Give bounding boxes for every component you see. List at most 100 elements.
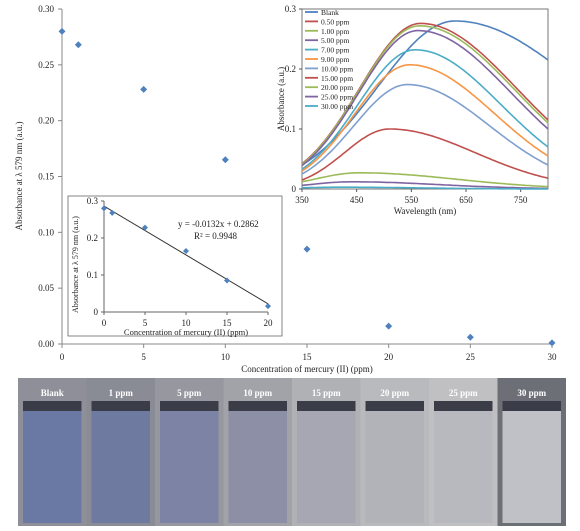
calibration-x-axis-label: Concentration of mercury (II) (ppm) [124,327,248,337]
vial-label: 1 ppm [109,388,134,398]
main-data-point [385,322,393,330]
vial: Blank [18,378,87,526]
vial: 10 ppm [223,378,292,526]
main-x-tick-label: 15 [303,352,313,362]
vial-label: Blank [41,388,64,398]
vial-solution [23,411,82,523]
vial-solution [297,411,356,523]
vial-cap [434,401,493,411]
vial-solution [434,411,493,523]
main-x-tick-label: 25 [466,352,476,362]
vial-solution [502,411,561,523]
calibration-r-squared: R² = 0.9948 [194,231,238,241]
vial-cap [502,401,561,411]
calibration-data-point [224,277,230,284]
spectrum-line [301,172,549,188]
calibration-equation: y = -0.0132x + 0.2862 [178,219,259,229]
spectrum-line [301,83,549,175]
vial: 25 ppm [429,378,498,526]
spectra-y-tick-label: 0 [292,184,297,194]
vial-cap [228,401,287,411]
vial-photo-strip: Blank 1 ppm 5 ppm 10 ppm 15 ppm 20 ppm 25 ppm 3… [18,378,566,526]
main-data-point [466,333,474,341]
calibration-data-point [109,209,116,216]
calibration-x-tick-label: 10 [182,318,192,328]
legend-entry: 10.00 ppm [321,64,353,73]
spectra-x-tick-label: 750 [514,195,528,205]
spectra-x-tick-label: 350 [295,195,309,205]
calibration-data-point [265,303,271,310]
legend-entry: 15.00 ppm [321,74,353,83]
calibration-y-tick-label: 0.1 [87,270,98,280]
vial: 30 ppm [497,378,566,526]
main-x-axis-label: Concentration of mercury (II) (ppm) [241,364,372,374]
main-x-tick-label: 5 [141,352,146,362]
spectra-y-tick-label: 0.2 [285,64,296,74]
main-x-tick-label: 10 [221,352,231,362]
main-y-tick-label: 0.15 [38,172,54,182]
legend-entry: Blank [321,8,339,17]
spectrum-line [301,181,548,190]
calibration-data-point [142,224,148,231]
vial-solution [228,411,287,523]
calibration-inset-chart: 0 0.1 0.2 0.3 0 5 10 15 20 Concentration of mercu… [67,195,283,337]
calibration-x-tick-label: 15 [223,318,233,328]
vial-cap [23,401,82,411]
main-data-point [548,339,556,347]
spectrum-line [301,128,549,181]
main-data-point [303,245,311,253]
spectrum-line [301,49,549,170]
spectra-x-axis-label: Wavelength (nm) [394,206,457,216]
vial-solution [365,411,424,523]
spectra-y-tick-label: 0.1 [285,124,296,134]
vial-cap [160,401,219,411]
calibration-x-tick-label: 5 [143,318,148,328]
calibration-data-point [183,247,189,254]
vial: 15 ppm [292,378,361,526]
main-data-point [74,41,82,49]
main-scatter-chart: 0.000.050.100.150.200.250.300 5 10 15 20 25 30… [14,4,557,374]
legend-entry: 1.00 ppm [321,27,350,36]
legend-entry: 7.00 ppm [321,46,350,55]
main-x-tick-label: 30 [548,352,558,362]
spectrum-line [301,64,549,172]
vial-label: 20 ppm [380,388,409,398]
spectra-y-axis-label: Absorbance (a.u.) [276,67,286,131]
main-y-axis-label: Absorbance at λ 579 nm (a.u.) [14,121,24,230]
main-y-tick-label: 0.00 [38,339,54,349]
main-y-tick-label: 0.20 [38,116,54,126]
vial-solution [91,411,150,523]
calibration-frame [67,195,283,337]
calibration-x-tick-label: 20 [264,318,274,328]
legend-entry: 30.00 ppm [321,102,353,111]
vial-cap [365,401,424,411]
main-y-tick-label: 0.30 [38,4,54,14]
spectra-x-tick-label: 550 [405,195,419,205]
spectra-y-tick-label: 0.3 [285,4,297,14]
vial-cap [91,401,150,411]
vial-cap [297,401,356,411]
main-y-tick-label: 0.05 [38,283,54,293]
calibration-y-tick-label: 0.3 [87,196,99,206]
vial: 20 ppm [360,378,429,526]
vial: 5 ppm [155,378,224,526]
spectra-plot-area [301,8,549,190]
vial-label: 10 ppm [243,388,272,398]
vial-label: 15 ppm [312,388,341,398]
calibration-data-point [101,205,107,212]
main-data-point [58,27,66,35]
calibration-y-tick-label: 0 [94,307,99,317]
main-y-tick-label: 0.25 [38,60,54,70]
calibration-x-tick-label: 0 [102,318,107,328]
vial-label: 5 ppm [177,388,202,398]
vial-label: 25 ppm [449,388,478,398]
spectrum-line [301,29,549,167]
calibration-y-tick-label: 0.2 [87,233,98,243]
vial: 1 ppm [86,378,155,526]
legend-entry: 5.00 ppm [321,36,350,45]
spectra-x-tick-label: 650 [459,195,473,205]
legend-entry: 9.00 ppm [321,55,350,64]
spectrum-line [301,24,549,166]
